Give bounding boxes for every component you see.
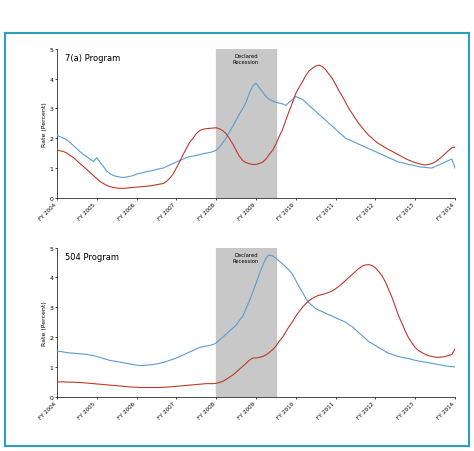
Text: 504 Program: 504 Program (65, 253, 119, 262)
Bar (216, 50, 276, 198)
Text: DELINQUENCY AND CHARGE-OFF RATES FOR THE 7(a) AND 504 PROGRAMS BY FISCAL YEAR: DELINQUENCY AND CHARGE-OFF RATES FOR THE… (50, 14, 354, 20)
Text: 7(a) Program: 7(a) Program (65, 54, 120, 63)
Text: Declared
Recession: Declared Recession (233, 253, 259, 263)
Text: Declared
Recession: Declared Recession (233, 54, 259, 65)
Text: CHART XVII: CHART XVII (7, 14, 54, 20)
Y-axis label: Rate (Percent): Rate (Percent) (42, 101, 46, 147)
Y-axis label: Rate (Percent): Rate (Percent) (42, 300, 46, 345)
Legend: 7(a) Delinquency Rate, 7(a) Past 12 Months Charge Off Rate: 7(a) Delinquency Rate, 7(a) Past 12 Mont… (159, 264, 353, 273)
Bar (216, 248, 276, 397)
